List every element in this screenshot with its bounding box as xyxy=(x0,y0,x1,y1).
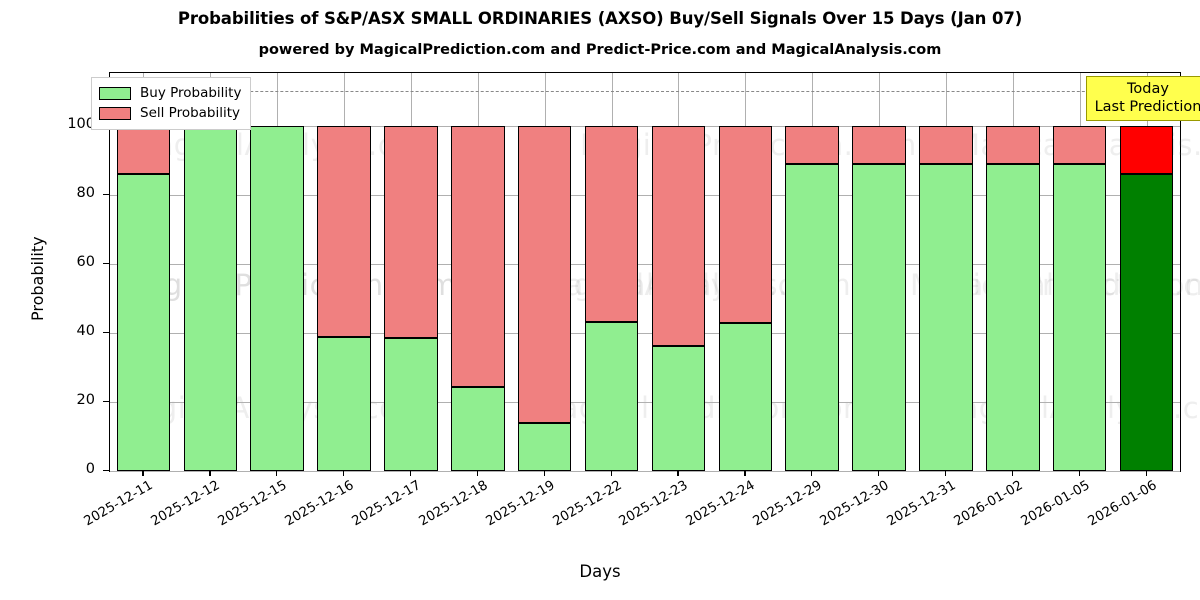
bar-segment-sell[interactable] xyxy=(852,125,906,164)
bar-segment-buy[interactable] xyxy=(1119,174,1174,471)
bar-segment-sell[interactable] xyxy=(517,125,572,424)
chart-title: Probabilities of S&P/ASX SMALL ORDINARIE… xyxy=(177,9,1023,28)
x-tick-mark xyxy=(343,470,345,476)
bar-group[interactable] xyxy=(651,73,706,471)
bar-segment-buy[interactable] xyxy=(116,174,171,471)
gridline xyxy=(110,263,1180,265)
y-tick-mark xyxy=(103,400,109,403)
x-tick-mark xyxy=(209,470,211,476)
x-tick-mark xyxy=(543,470,545,476)
y-tick-label: 0 xyxy=(85,461,95,477)
bar-group[interactable] xyxy=(785,73,839,471)
x-tick-mark xyxy=(610,470,612,476)
gridline xyxy=(110,401,1180,403)
bar-segment-sell[interactable] xyxy=(785,125,839,164)
gridline xyxy=(110,471,1180,472)
x-tick-mark xyxy=(476,470,478,476)
legend-label: Sell Probability xyxy=(140,105,241,121)
bar-segment-sell[interactable] xyxy=(451,125,505,388)
x-axis-label: Days xyxy=(579,562,621,581)
bar-group[interactable] xyxy=(718,73,773,471)
today-annotation: Today Last Prediction xyxy=(1085,76,1200,121)
y-tick-mark xyxy=(103,262,109,265)
y-tick-label: 60 xyxy=(76,253,95,270)
x-tick-mark xyxy=(276,470,278,476)
bar-segment-buy[interactable] xyxy=(718,323,773,471)
x-tick-mark xyxy=(409,470,412,476)
y-tick-label: 20 xyxy=(76,391,95,408)
bar-group[interactable] xyxy=(1052,73,1107,471)
bar-group[interactable] xyxy=(517,73,572,471)
bar-segment-sell[interactable] xyxy=(384,125,438,338)
bar-segment-buy[interactable] xyxy=(852,163,906,471)
legend-item[interactable]: Sell Probability xyxy=(99,103,241,123)
y-tick-mark xyxy=(103,470,109,472)
bar-segment-sell[interactable] xyxy=(317,125,371,337)
bar-segment-sell[interactable] xyxy=(986,125,1040,164)
bar-segment-buy[interactable] xyxy=(183,125,238,471)
bar-segment-sell[interactable] xyxy=(1119,125,1174,175)
gridline xyxy=(110,125,1180,127)
today-label-line1: Today xyxy=(1127,81,1169,97)
y-tick-mark xyxy=(103,193,109,196)
legend-label: Buy Probability xyxy=(140,85,242,101)
today-label-line2: Last Prediction xyxy=(1094,99,1200,115)
bar-group[interactable] xyxy=(116,73,171,471)
bar-segment-buy[interactable] xyxy=(451,387,505,471)
bar-group[interactable] xyxy=(183,73,238,471)
bar-group[interactable] xyxy=(919,73,973,471)
bar-segment-buy[interactable] xyxy=(250,125,304,471)
y-tick-label: 100 xyxy=(67,115,95,132)
bar-segment-buy[interactable] xyxy=(384,337,438,471)
bar-segment-sell[interactable] xyxy=(584,125,639,323)
y-tick-mark xyxy=(103,331,109,334)
bar-group[interactable] xyxy=(384,73,438,471)
bar-segment-buy[interactable] xyxy=(919,163,973,471)
gridline xyxy=(110,194,1180,196)
x-tick-mark xyxy=(878,470,880,476)
bar-segment-buy[interactable] xyxy=(986,163,1040,471)
plot-area: MagicalAnalysis.comMagicalPrediction.com… xyxy=(109,72,1200,472)
y-tick-label: 40 xyxy=(76,322,95,339)
legend-swatch-icon xyxy=(99,86,131,100)
x-tick-mark xyxy=(142,470,144,476)
bar-segment-buy[interactable] xyxy=(1052,163,1107,471)
chart-subtitle: powered by MagicalPrediction.com and Pre… xyxy=(258,42,942,58)
bar-group[interactable] xyxy=(584,73,639,471)
bar-segment-buy[interactable] xyxy=(785,163,839,471)
bar-segment-sell[interactable] xyxy=(919,125,973,164)
x-tick-mark xyxy=(811,470,813,476)
gridline xyxy=(110,332,1180,334)
bar-group[interactable] xyxy=(451,73,505,471)
bar-segment-buy[interactable] xyxy=(584,322,639,471)
bar-segment-sell[interactable] xyxy=(718,125,773,324)
bar-group[interactable] xyxy=(250,73,304,471)
bar-segment-buy[interactable] xyxy=(651,346,706,471)
bar-segment-buy[interactable] xyxy=(517,423,572,471)
y-tick-label: 80 xyxy=(76,184,95,201)
bars-layer xyxy=(110,73,1180,471)
bar-segment-buy[interactable] xyxy=(317,336,371,471)
y-axis-label: Probability xyxy=(28,236,47,321)
bar-group[interactable] xyxy=(986,73,1040,471)
dashed-threshold-layer xyxy=(110,73,1180,471)
bar-segment-sell[interactable] xyxy=(116,125,171,175)
bar-group[interactable] xyxy=(317,73,371,471)
x-tick-mark xyxy=(1145,470,1147,476)
x-tick-mark xyxy=(944,470,947,476)
legend-swatch-icon xyxy=(99,106,131,120)
chart-legend: Buy Probability Sell Probability xyxy=(91,77,252,130)
x-tick-mark xyxy=(677,470,679,476)
bar-group[interactable] xyxy=(1119,73,1174,471)
bar-group[interactable] xyxy=(852,73,906,471)
bar-segment-sell[interactable] xyxy=(1052,125,1107,164)
x-tick-mark xyxy=(1011,470,1013,476)
x-tick-mark xyxy=(744,470,746,476)
bar-segment-sell[interactable] xyxy=(651,125,706,347)
legend-item[interactable]: Buy Probability xyxy=(99,83,241,103)
x-tick-mark xyxy=(1078,470,1080,476)
threshold-dashed-line xyxy=(110,91,1180,93)
